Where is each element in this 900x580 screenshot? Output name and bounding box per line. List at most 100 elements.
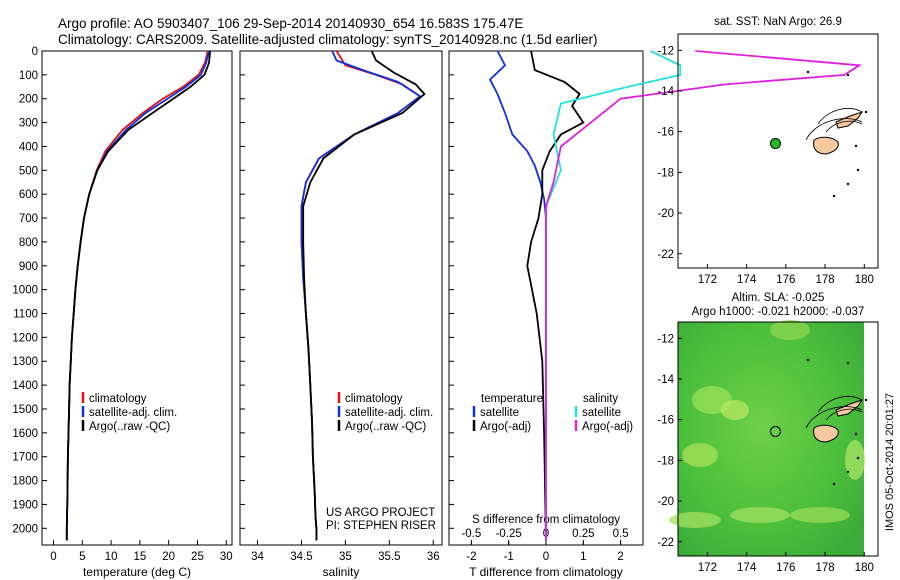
salinity-diff-tick-label: 0.5 [613,528,629,540]
salinity-xtick-label: 36 [427,551,440,563]
depth-tick-label: 700 [19,213,38,225]
sst-lat-tick-label: -16 [657,127,674,139]
salinity-xtick-label: 35 [339,551,352,563]
difference-series-1-line [526,50,585,541]
temperature-xtick-label: 25 [191,551,204,563]
sla-lon-tick-label: 176 [776,562,795,574]
temperature-plot-frame [41,50,233,546]
difference-xtick-label: 0 [543,551,549,563]
sla-small-island [832,482,836,486]
figure-title-line2: Climatology: CARS2009. Satellite-adjuste… [58,32,598,47]
sla-lon-tick-label: 178 [815,562,834,574]
depth-tick-label: 400 [19,141,38,153]
sst-small-island [806,70,810,74]
salinity-xtick-label: 35.5 [378,551,400,563]
depth-tick-label: 500 [19,165,38,177]
sst-vanua-levu [835,111,864,129]
sst-small-island [856,168,860,172]
sst-small-island [854,144,858,148]
sst-lat-tick-label: -20 [657,208,674,220]
sla-small-island [806,358,810,362]
depth-tick-label: 1700 [12,452,38,464]
project-annotation: US ARGO PROJECT [326,507,435,519]
sla-small-island [864,398,868,402]
depth-tick-label: 300 [19,118,38,130]
sla-lat-tick-label: -12 [657,333,674,345]
sst-small-island [832,194,836,198]
depth-tick-label: 100 [19,70,38,82]
difference-xtick-label: 1 [580,551,586,563]
sla-small-island [856,456,860,460]
difference-temperature-legend-label: satellite [480,407,519,419]
temperature-xtick-label: 10 [105,551,118,563]
temperature-legend-label: satellite-adj. clim. [89,407,177,419]
temperature-profile-panel: 0100200300400500600700800900100011001200… [12,46,232,579]
temperature-legend-label: climatology [89,393,147,405]
sla-map-title: Altim. SLA: -0.025 [732,292,825,304]
depth-tick-label: 200 [19,94,38,106]
difference-salinity-legend-label: Argo(-adj) [582,421,633,433]
salinity-legend-label: Argo(..raw -QC) [345,421,426,433]
sst-lat-tick-label: -18 [657,167,674,179]
sla-lat-tick-label: -16 [657,415,674,427]
temperature-legend-label: Argo(..raw -QC) [89,421,170,433]
temperature-series-2-line [65,50,211,541]
sla-map-frame [677,321,879,557]
temperature-xtick-label: 0 [50,551,56,563]
sla-small-island [854,432,858,436]
salinity-legend-label: climatology [345,393,403,405]
sla-lat-tick-label: -14 [657,374,674,386]
depth-tick-label: 1500 [12,404,38,416]
sst-small-island [846,73,850,77]
sst-lat-tick-label: -12 [657,45,674,57]
sla-anomaly-blob [790,507,850,523]
salinity-series-1-line [300,50,422,541]
temperature-diff-axis-label: T difference from climatology [469,565,623,579]
sst-viti-levu [813,136,839,155]
sst-argo-position-marker [769,138,781,150]
sla-anomaly-blob [721,400,749,420]
depth-tick-label: 1400 [12,380,38,392]
sla-viti-levu [813,424,839,443]
salinity-x-axis-label: salinity [323,565,360,579]
depth-tick-label: 0 [32,46,38,58]
difference-profile-panel: -2 -1 0 1 2-0.5 -0.25 0 0.25 0.5S difference fro… [448,50,863,579]
sla-argo-position-marker [769,426,781,438]
sla-reef-contours [805,396,863,429]
salinity-diff-tick-label: -0.25 [496,528,522,540]
salinity-legend-title: salinity [583,393,618,405]
depth-tick-label: 1200 [12,332,38,344]
sst-lon-tick-label: 172 [698,274,717,286]
depth-tick-label: 1300 [12,356,38,368]
sla-lat-tick-label: -22 [657,537,674,549]
sst-small-island [846,182,850,186]
difference-series-3-line [545,50,863,541]
temperature-x-axis-label: temperature (deg C) [83,565,191,579]
difference-series-0-line [488,50,547,541]
salinity-diff-tick-label: 0.25 [572,528,594,540]
depth-tick-label: 800 [19,237,38,249]
sst-lat-tick-label: -22 [657,249,674,261]
temperature-xtick-label: 5 [79,551,85,563]
depth-tick-label: 2000 [12,523,38,535]
sla-anomaly-blob [730,507,790,523]
salinity-series-0-line [300,50,422,541]
sst-map-title: sat. SST: NaN Argo: 26.9 [714,16,842,28]
depth-tick-label: 1000 [12,285,38,297]
sst-small-island [864,110,868,114]
difference-xtick-label: 2 [617,551,623,563]
sla-map-panel: Altim. SLA: -0.025 Argo h1000: -0.021 h20… [657,292,896,574]
salinity-profile-panel: 34 34.5 35 35.5 36 salinity climatology satelli… [239,50,443,579]
sst-map-panel: sat. SST: NaN Argo: 26.9 172 174 176 178 180 -… [657,16,879,286]
temperature-legend-title: temperature [481,393,543,405]
panels: 0100200300400500600700800900100011001200… [12,16,896,579]
sla-lat-tick-label: -18 [657,455,674,467]
sst-map-frame [677,33,879,269]
sla-anomaly-blob [845,440,865,480]
sla-lon-tick-label: 172 [698,562,717,574]
sst-lat-tick-label: -14 [657,86,674,98]
depth-tick-label: 1600 [12,428,38,440]
sst-lon-tick-label: 174 [737,274,757,286]
difference-salinity-legend-label: satellite [582,407,621,419]
